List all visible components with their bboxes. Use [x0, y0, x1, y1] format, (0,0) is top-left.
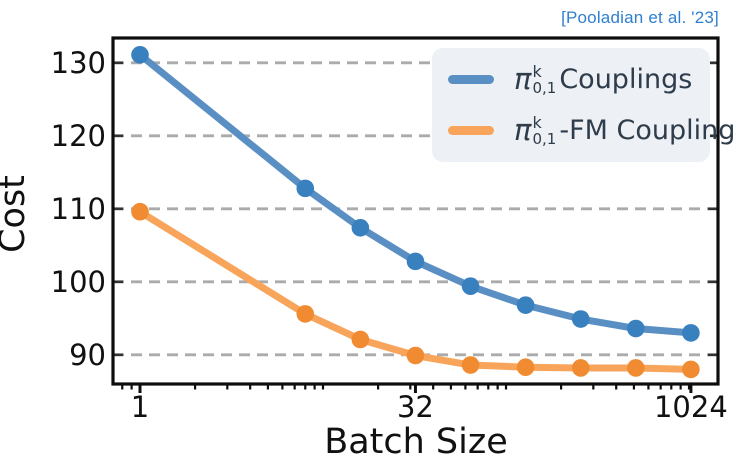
x-tick-label: 1024	[654, 390, 728, 424]
legend-label-fm-coupling: π k 0,1 -FM Coupling	[514, 112, 736, 149]
axes-spines	[111, 36, 720, 386]
data-point	[406, 252, 425, 271]
x-axis-label: Batch Size	[324, 422, 508, 462]
y-tick-label: 90	[69, 338, 106, 372]
y-axis-label: Cost	[0, 175, 33, 253]
y-tick-label: 120	[51, 119, 106, 153]
data-point	[627, 359, 645, 377]
pi-symbol: π	[514, 61, 532, 96]
data-point	[516, 296, 535, 314]
data-point	[571, 310, 590, 328]
data-point	[461, 277, 480, 295]
series-line-1	[136, 208, 695, 373]
data-point	[461, 356, 480, 374]
legend-label-couplings: π k 0,1 Couplings	[514, 61, 693, 98]
data-point	[627, 319, 645, 338]
y-tick-label: 130	[51, 46, 106, 80]
data-point	[682, 360, 700, 379]
data-point	[516, 358, 535, 377]
data-point	[296, 305, 315, 323]
data-point	[351, 218, 370, 237]
data-point	[131, 45, 149, 64]
legend-swatch-couplings	[448, 74, 494, 84]
pi-symbol: π	[514, 112, 532, 147]
data-point	[296, 179, 315, 198]
data-point	[406, 346, 425, 365]
legend-item-couplings: π k 0,1 Couplings	[432, 63, 710, 96]
data-point	[131, 202, 149, 221]
pi-scripts: k 0,1	[532, 113, 557, 149]
pi-scripts: k 0,1	[532, 62, 557, 98]
x-tick-label: 32	[397, 390, 434, 424]
data-point	[351, 330, 370, 349]
y-tick-label: 110	[51, 192, 106, 226]
data-point	[571, 359, 590, 377]
legend-swatch-fm-coupling	[448, 125, 494, 135]
y-tick-label: 100	[51, 265, 106, 299]
legend: π k 0,1 Couplings π k 0,1 -FM Coupling	[432, 48, 735, 162]
legend-item-fm-coupling: π k 0,1 -FM Coupling	[432, 114, 735, 147]
data-point	[682, 324, 700, 342]
x-tick-label: 1	[131, 390, 149, 424]
citation: [Pooladian et al. '23]	[561, 8, 719, 27]
